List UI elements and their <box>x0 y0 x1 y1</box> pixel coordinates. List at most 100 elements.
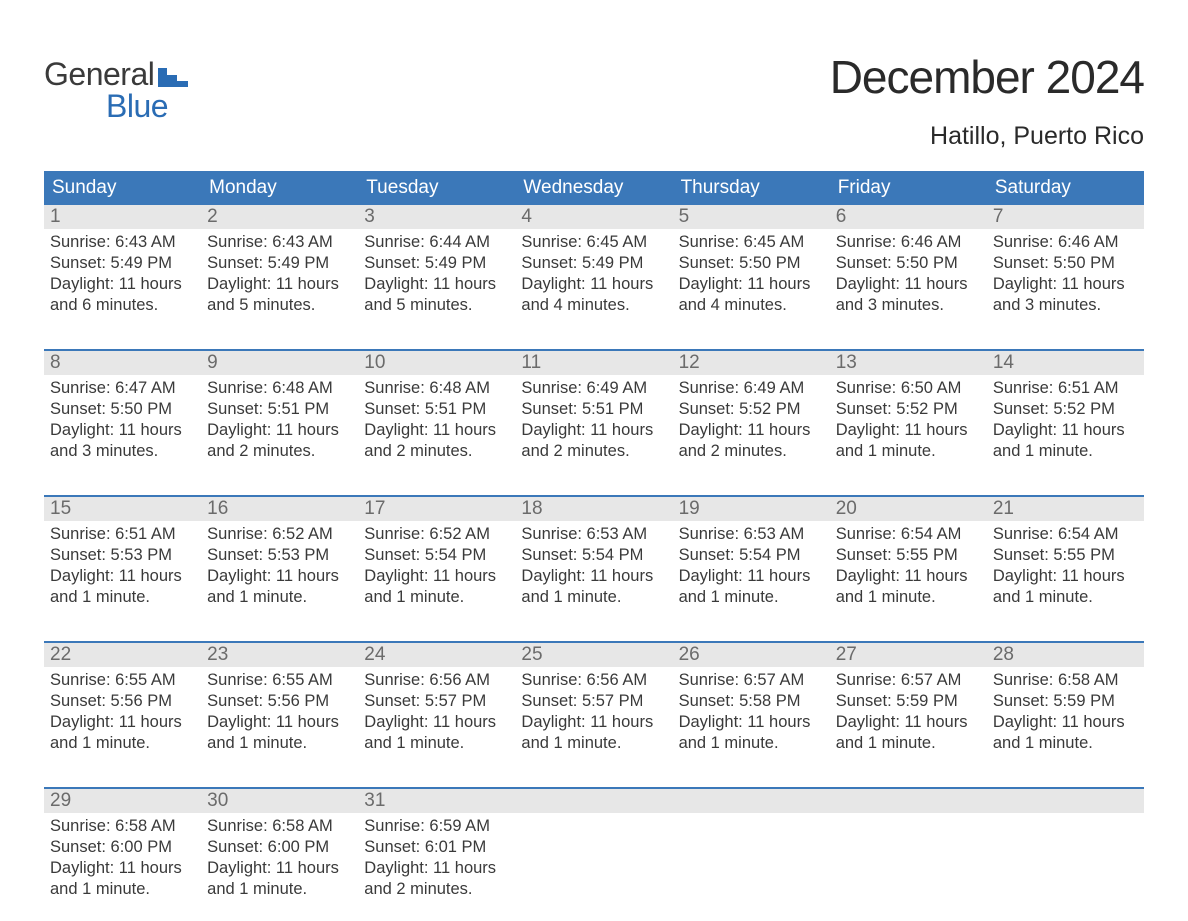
day-sunrise: Sunrise: 6:43 AM <box>50 232 195 253</box>
title-month: December 2024 <box>830 50 1144 104</box>
day-dl1: Daylight: 11 hours <box>364 712 509 733</box>
day-cell: Sunrise: 6:54 AMSunset: 5:55 PMDaylight:… <box>987 521 1144 629</box>
day-dl2: and 2 minutes. <box>207 441 352 462</box>
day-number: 30 <box>201 789 358 813</box>
day-cell: Sunrise: 6:56 AMSunset: 5:57 PMDaylight:… <box>358 667 515 775</box>
day-sunset: Sunset: 5:52 PM <box>836 399 981 420</box>
day-cell: Sunrise: 6:49 AMSunset: 5:52 PMDaylight:… <box>673 375 830 483</box>
day-dl2: and 1 minute. <box>521 587 666 608</box>
day-dl1: Daylight: 11 hours <box>679 420 824 441</box>
day-sunrise: Sunrise: 6:57 AM <box>679 670 824 691</box>
dow-monday: Monday <box>201 171 358 205</box>
day-number: 16 <box>201 497 358 521</box>
day-sunrise: Sunrise: 6:49 AM <box>679 378 824 399</box>
day-number: 10 <box>358 351 515 375</box>
day-sunset: Sunset: 6:01 PM <box>364 837 509 858</box>
day-number: 27 <box>830 643 987 667</box>
day-sunrise: Sunrise: 6:58 AM <box>207 816 352 837</box>
day-dl1: Daylight: 11 hours <box>521 274 666 295</box>
day-dl1: Daylight: 11 hours <box>50 566 195 587</box>
day-dl2: and 1 minute. <box>836 441 981 462</box>
day-sunset: Sunset: 5:56 PM <box>207 691 352 712</box>
day-dl2: and 1 minute. <box>50 879 195 900</box>
day-sunrise: Sunrise: 6:51 AM <box>50 524 195 545</box>
day-cell: Sunrise: 6:52 AMSunset: 5:54 PMDaylight:… <box>358 521 515 629</box>
day-sunset: Sunset: 6:00 PM <box>50 837 195 858</box>
title-block: December 2024 Hatillo, Puerto Rico <box>830 50 1144 151</box>
day-cell: Sunrise: 6:51 AMSunset: 5:53 PMDaylight:… <box>44 521 201 629</box>
day-sunset: Sunset: 5:49 PM <box>521 253 666 274</box>
dow-wednesday: Wednesday <box>515 171 672 205</box>
day-number: 31 <box>358 789 515 813</box>
day-dl1: Daylight: 11 hours <box>50 712 195 733</box>
day-cell: Sunrise: 6:45 AMSunset: 5:50 PMDaylight:… <box>673 229 830 337</box>
dow-friday: Friday <box>830 171 987 205</box>
day-dl1: Daylight: 11 hours <box>993 420 1138 441</box>
day-dl2: and 1 minute. <box>679 733 824 754</box>
day-sunset: Sunset: 5:50 PM <box>836 253 981 274</box>
day-sunrise: Sunrise: 6:52 AM <box>207 524 352 545</box>
day-sunset: Sunset: 5:59 PM <box>993 691 1138 712</box>
dow-saturday: Saturday <box>987 171 1144 205</box>
day-number: 24 <box>358 643 515 667</box>
day-dl1: Daylight: 11 hours <box>993 566 1138 587</box>
day-number: 7 <box>987 205 1144 229</box>
brand-line1: General <box>44 58 154 90</box>
day-sunrise: Sunrise: 6:52 AM <box>364 524 509 545</box>
day-dl1: Daylight: 11 hours <box>836 566 981 587</box>
day-number: 3 <box>358 205 515 229</box>
day-dl1: Daylight: 11 hours <box>207 712 352 733</box>
day-cell: Sunrise: 6:46 AMSunset: 5:50 PMDaylight:… <box>830 229 987 337</box>
day-number: 4 <box>515 205 672 229</box>
day-dl1: Daylight: 11 hours <box>836 712 981 733</box>
day-dl2: and 5 minutes. <box>207 295 352 316</box>
day-dl2: and 1 minute. <box>993 733 1138 754</box>
day-number: 15 <box>44 497 201 521</box>
day-sunrise: Sunrise: 6:58 AM <box>50 816 195 837</box>
day-cell: Sunrise: 6:57 AMSunset: 5:58 PMDaylight:… <box>673 667 830 775</box>
day-sunset: Sunset: 5:56 PM <box>50 691 195 712</box>
days-of-week-row: Sunday Monday Tuesday Wednesday Thursday… <box>44 171 1144 205</box>
day-number <box>987 789 1144 813</box>
day-sunrise: Sunrise: 6:51 AM <box>993 378 1138 399</box>
title-location: Hatillo, Puerto Rico <box>830 122 1144 151</box>
day-number: 21 <box>987 497 1144 521</box>
day-dl1: Daylight: 11 hours <box>207 858 352 879</box>
day-number: 29 <box>44 789 201 813</box>
flag-icon <box>158 65 188 87</box>
day-sunrise: Sunrise: 6:47 AM <box>50 378 195 399</box>
day-number: 5 <box>673 205 830 229</box>
dow-sunday: Sunday <box>44 171 201 205</box>
day-dl2: and 2 minutes. <box>679 441 824 462</box>
day-cell: Sunrise: 6:58 AMSunset: 5:59 PMDaylight:… <box>987 667 1144 775</box>
day-cell: Sunrise: 6:53 AMSunset: 5:54 PMDaylight:… <box>673 521 830 629</box>
day-dl1: Daylight: 11 hours <box>50 274 195 295</box>
day-dl2: and 1 minute. <box>364 733 509 754</box>
day-number: 22 <box>44 643 201 667</box>
day-dl2: and 1 minute. <box>364 587 509 608</box>
day-number: 11 <box>515 351 672 375</box>
day-sunset: Sunset: 5:59 PM <box>836 691 981 712</box>
day-dl2: and 1 minute. <box>207 733 352 754</box>
day-sunrise: Sunrise: 6:53 AM <box>679 524 824 545</box>
day-sunset: Sunset: 5:53 PM <box>207 545 352 566</box>
day-cell: Sunrise: 6:56 AMSunset: 5:57 PMDaylight:… <box>515 667 672 775</box>
day-cell: Sunrise: 6:55 AMSunset: 5:56 PMDaylight:… <box>201 667 358 775</box>
day-sunrise: Sunrise: 6:43 AM <box>207 232 352 253</box>
day-dl2: and 1 minute. <box>993 441 1138 462</box>
day-sunset: Sunset: 5:51 PM <box>364 399 509 420</box>
day-dl1: Daylight: 11 hours <box>993 274 1138 295</box>
week-row: 293031Sunrise: 6:58 AMSunset: 6:00 PMDay… <box>44 787 1144 921</box>
day-sunset: Sunset: 5:50 PM <box>993 253 1138 274</box>
day-dl1: Daylight: 11 hours <box>521 566 666 587</box>
day-number: 14 <box>987 351 1144 375</box>
day-sunset: Sunset: 5:52 PM <box>679 399 824 420</box>
dow-tuesday: Tuesday <box>358 171 515 205</box>
week-row: 15161718192021Sunrise: 6:51 AMSunset: 5:… <box>44 495 1144 629</box>
content-row: Sunrise: 6:43 AMSunset: 5:49 PMDaylight:… <box>44 229 1144 337</box>
daynum-strip: 891011121314 <box>44 351 1144 375</box>
day-sunrise: Sunrise: 6:54 AM <box>836 524 981 545</box>
day-number: 26 <box>673 643 830 667</box>
day-sunrise: Sunrise: 6:54 AM <box>993 524 1138 545</box>
day-dl1: Daylight: 11 hours <box>521 420 666 441</box>
